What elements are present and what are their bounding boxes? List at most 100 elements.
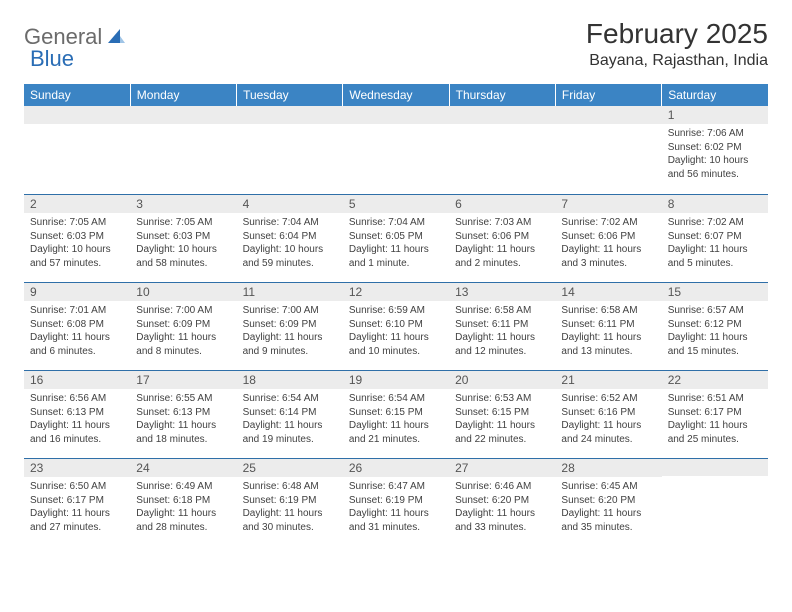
daylight-text: Daylight: 11 hours and 35 minutes. — [561, 507, 655, 534]
sunset-text: Sunset: 6:11 PM — [561, 318, 655, 332]
day-number — [130, 106, 236, 124]
sunrise-text: Sunrise: 6:47 AM — [349, 480, 443, 494]
daylight-text: Daylight: 11 hours and 25 minutes. — [668, 419, 762, 446]
sunrise-text: Sunrise: 7:03 AM — [455, 216, 549, 230]
day-body: Sunrise: 7:06 AMSunset: 6:02 PMDaylight:… — [662, 124, 768, 194]
sunset-text: Sunset: 6:20 PM — [455, 494, 549, 508]
calendar-cell: 2Sunrise: 7:05 AMSunset: 6:03 PMDaylight… — [24, 194, 130, 282]
day-body: Sunrise: 6:46 AMSunset: 6:20 PMDaylight:… — [449, 477, 555, 546]
day-number: 11 — [237, 282, 343, 301]
daylight-text: Daylight: 11 hours and 28 minutes. — [136, 507, 230, 534]
sunrise-text: Sunrise: 6:58 AM — [561, 304, 655, 318]
day-body: Sunrise: 7:05 AMSunset: 6:03 PMDaylight:… — [130, 213, 236, 282]
day-number: 5 — [343, 194, 449, 213]
day-header: Thursday — [449, 84, 555, 106]
daylight-text: Daylight: 10 hours and 59 minutes. — [243, 243, 337, 270]
header: General February 2025 Bayana, Rajasthan,… — [24, 18, 768, 70]
calendar-cell — [555, 106, 661, 194]
day-body — [555, 124, 661, 194]
calendar-cell: 15Sunrise: 6:57 AMSunset: 6:12 PMDayligh… — [662, 282, 768, 370]
day-number: 4 — [237, 194, 343, 213]
daylight-text: Daylight: 11 hours and 22 minutes. — [455, 419, 549, 446]
daylight-text: Daylight: 11 hours and 12 minutes. — [455, 331, 549, 358]
day-body — [130, 124, 236, 194]
sunset-text: Sunset: 6:15 PM — [349, 406, 443, 420]
day-header: Saturday — [662, 84, 768, 106]
calendar-cell — [662, 458, 768, 546]
calendar-cell: 17Sunrise: 6:55 AMSunset: 6:13 PMDayligh… — [130, 370, 236, 458]
day-body: Sunrise: 6:45 AMSunset: 6:20 PMDaylight:… — [555, 477, 661, 546]
sunrise-text: Sunrise: 6:46 AM — [455, 480, 549, 494]
day-body: Sunrise: 6:54 AMSunset: 6:15 PMDaylight:… — [343, 389, 449, 458]
day-number: 15 — [662, 282, 768, 301]
day-body: Sunrise: 6:58 AMSunset: 6:11 PMDaylight:… — [449, 301, 555, 370]
sunrise-text: Sunrise: 7:00 AM — [243, 304, 337, 318]
day-body: Sunrise: 6:54 AMSunset: 6:14 PMDaylight:… — [237, 389, 343, 458]
day-body: Sunrise: 6:57 AMSunset: 6:12 PMDaylight:… — [662, 301, 768, 370]
day-header: Friday — [555, 84, 661, 106]
day-number — [449, 106, 555, 124]
day-number — [555, 106, 661, 124]
daylight-text: Daylight: 11 hours and 9 minutes. — [243, 331, 337, 358]
sunrise-text: Sunrise: 6:52 AM — [561, 392, 655, 406]
sunset-text: Sunset: 6:03 PM — [30, 230, 124, 244]
sunset-text: Sunset: 6:16 PM — [561, 406, 655, 420]
sunset-text: Sunset: 6:13 PM — [136, 406, 230, 420]
day-number — [24, 106, 130, 124]
calendar-cell: 14Sunrise: 6:58 AMSunset: 6:11 PMDayligh… — [555, 282, 661, 370]
sunrise-text: Sunrise: 7:04 AM — [349, 216, 443, 230]
calendar-cell: 3Sunrise: 7:05 AMSunset: 6:03 PMDaylight… — [130, 194, 236, 282]
day-body — [237, 124, 343, 194]
calendar-cell: 8Sunrise: 7:02 AMSunset: 6:07 PMDaylight… — [662, 194, 768, 282]
daylight-text: Daylight: 10 hours and 56 minutes. — [668, 154, 762, 181]
day-body: Sunrise: 6:59 AMSunset: 6:10 PMDaylight:… — [343, 301, 449, 370]
calendar-body: 1Sunrise: 7:06 AMSunset: 6:02 PMDaylight… — [24, 106, 768, 546]
sunrise-text: Sunrise: 6:55 AM — [136, 392, 230, 406]
calendar-cell: 25Sunrise: 6:48 AMSunset: 6:19 PMDayligh… — [237, 458, 343, 546]
day-body: Sunrise: 6:49 AMSunset: 6:18 PMDaylight:… — [130, 477, 236, 546]
calendar-cell: 19Sunrise: 6:54 AMSunset: 6:15 PMDayligh… — [343, 370, 449, 458]
calendar-cell: 10Sunrise: 7:00 AMSunset: 6:09 PMDayligh… — [130, 282, 236, 370]
day-body: Sunrise: 7:04 AMSunset: 6:04 PMDaylight:… — [237, 213, 343, 282]
daylight-text: Daylight: 11 hours and 15 minutes. — [668, 331, 762, 358]
calendar-cell: 5Sunrise: 7:04 AMSunset: 6:05 PMDaylight… — [343, 194, 449, 282]
sunset-text: Sunset: 6:02 PM — [668, 141, 762, 155]
daylight-text: Daylight: 11 hours and 1 minute. — [349, 243, 443, 270]
calendar-week: 9Sunrise: 7:01 AMSunset: 6:08 PMDaylight… — [24, 282, 768, 370]
daylight-text: Daylight: 11 hours and 2 minutes. — [455, 243, 549, 270]
day-body: Sunrise: 7:04 AMSunset: 6:05 PMDaylight:… — [343, 213, 449, 282]
daylight-text: Daylight: 10 hours and 58 minutes. — [136, 243, 230, 270]
calendar-cell: 22Sunrise: 6:51 AMSunset: 6:17 PMDayligh… — [662, 370, 768, 458]
day-body: Sunrise: 6:53 AMSunset: 6:15 PMDaylight:… — [449, 389, 555, 458]
day-header: Sunday — [24, 84, 130, 106]
day-body: Sunrise: 7:00 AMSunset: 6:09 PMDaylight:… — [237, 301, 343, 370]
calendar-cell: 1Sunrise: 7:06 AMSunset: 6:02 PMDaylight… — [662, 106, 768, 194]
daylight-text: Daylight: 11 hours and 24 minutes. — [561, 419, 655, 446]
calendar-cell: 7Sunrise: 7:02 AMSunset: 6:06 PMDaylight… — [555, 194, 661, 282]
day-body: Sunrise: 6:52 AMSunset: 6:16 PMDaylight:… — [555, 389, 661, 458]
day-number: 6 — [449, 194, 555, 213]
day-body: Sunrise: 6:50 AMSunset: 6:17 PMDaylight:… — [24, 477, 130, 546]
daylight-text: Daylight: 11 hours and 5 minutes. — [668, 243, 762, 270]
sunset-text: Sunset: 6:09 PM — [136, 318, 230, 332]
sunrise-text: Sunrise: 7:04 AM — [243, 216, 337, 230]
calendar-cell: 12Sunrise: 6:59 AMSunset: 6:10 PMDayligh… — [343, 282, 449, 370]
sunset-text: Sunset: 6:13 PM — [30, 406, 124, 420]
sunrise-text: Sunrise: 6:48 AM — [243, 480, 337, 494]
calendar-cell: 23Sunrise: 6:50 AMSunset: 6:17 PMDayligh… — [24, 458, 130, 546]
sunrise-text: Sunrise: 6:56 AM — [30, 392, 124, 406]
daylight-text: Daylight: 11 hours and 27 minutes. — [30, 507, 124, 534]
sunset-text: Sunset: 6:10 PM — [349, 318, 443, 332]
sunrise-text: Sunrise: 7:05 AM — [136, 216, 230, 230]
calendar-cell: 13Sunrise: 6:58 AMSunset: 6:11 PMDayligh… — [449, 282, 555, 370]
day-number: 10 — [130, 282, 236, 301]
day-number: 27 — [449, 458, 555, 477]
daylight-text: Daylight: 11 hours and 33 minutes. — [455, 507, 549, 534]
sunset-text: Sunset: 6:08 PM — [30, 318, 124, 332]
sunrise-text: Sunrise: 6:50 AM — [30, 480, 124, 494]
day-header: Wednesday — [343, 84, 449, 106]
day-number: 16 — [24, 370, 130, 389]
sunset-text: Sunset: 6:09 PM — [243, 318, 337, 332]
sunrise-text: Sunrise: 7:05 AM — [30, 216, 124, 230]
day-body: Sunrise: 6:48 AMSunset: 6:19 PMDaylight:… — [237, 477, 343, 546]
